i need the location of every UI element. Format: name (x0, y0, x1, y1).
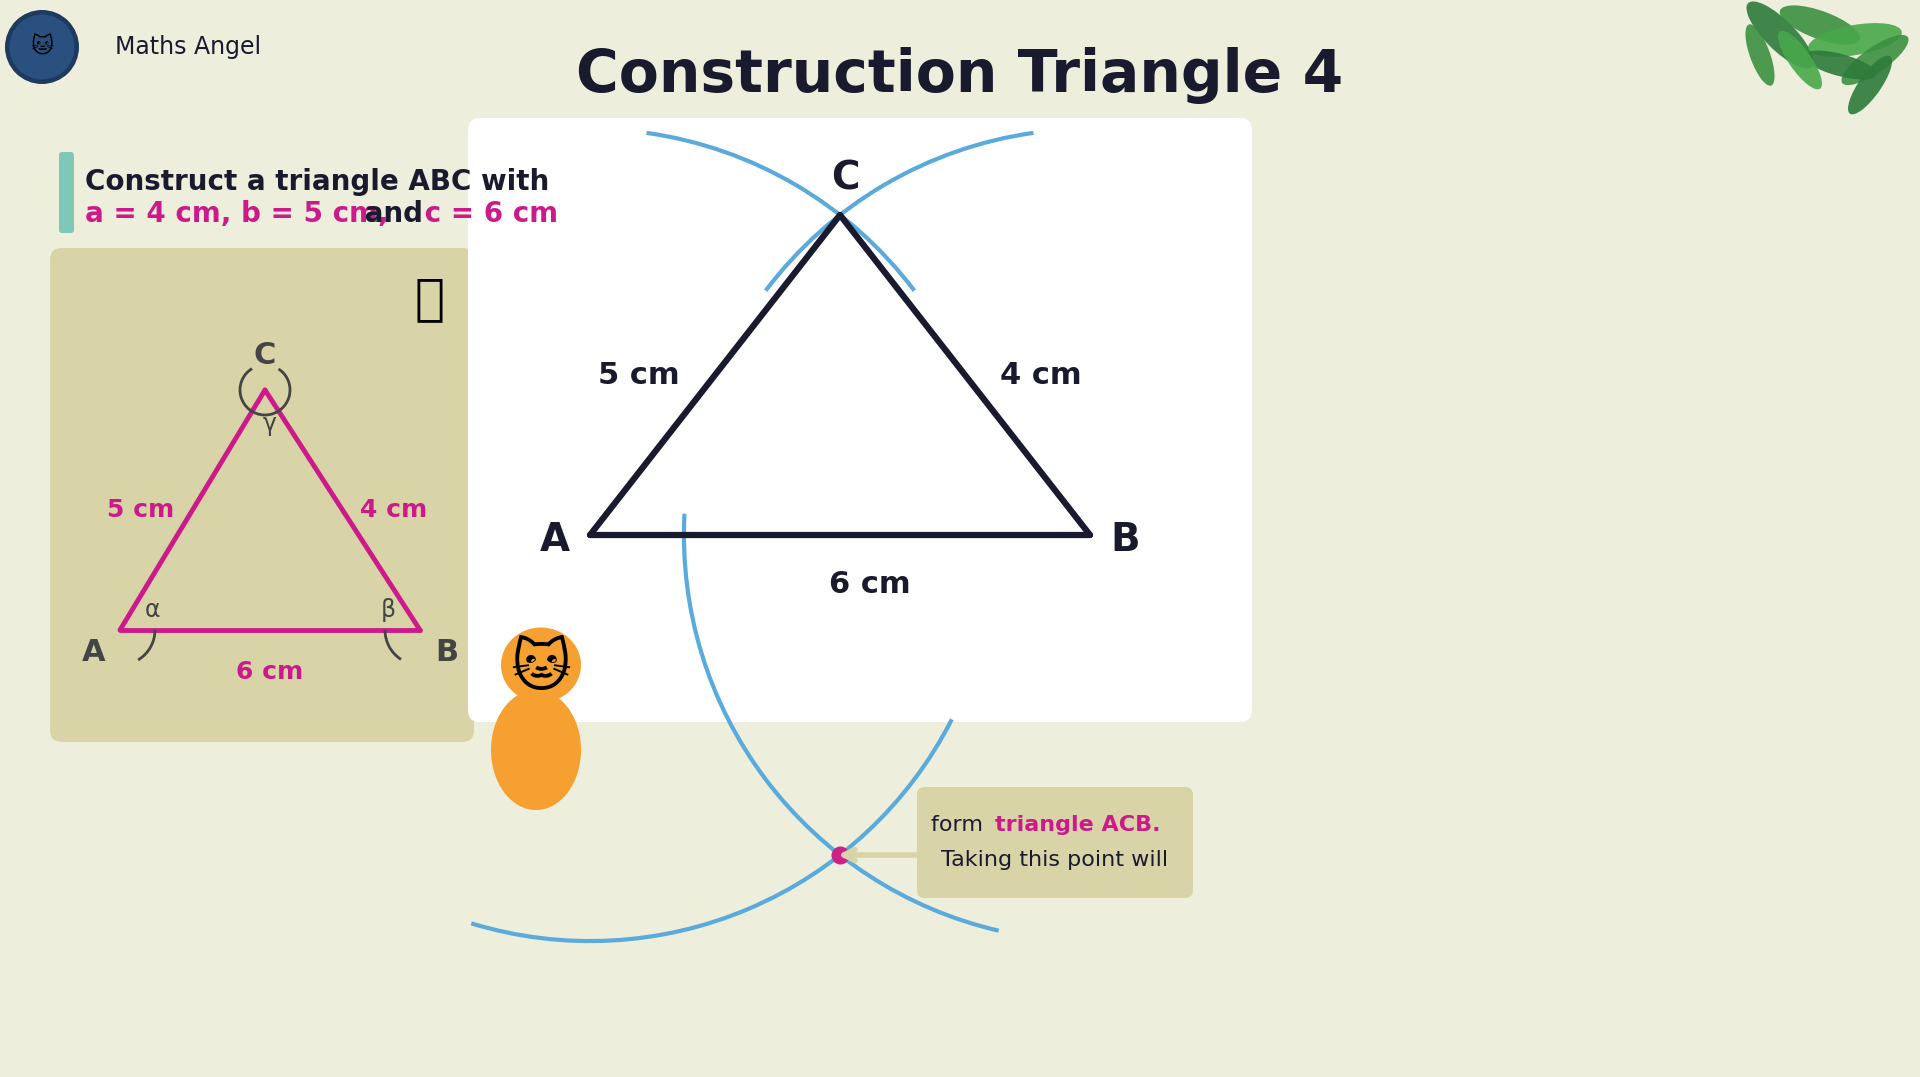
Text: form: form (931, 815, 991, 835)
Text: Construction Triangle 4: Construction Triangle 4 (576, 46, 1344, 103)
Ellipse shape (1778, 30, 1822, 89)
Ellipse shape (1809, 23, 1903, 57)
Ellipse shape (10, 14, 75, 80)
Text: a = 4 cm, b = 5 cm,: a = 4 cm, b = 5 cm, (84, 200, 388, 228)
Ellipse shape (1841, 34, 1908, 85)
Text: 5 cm: 5 cm (108, 498, 175, 522)
FancyBboxPatch shape (60, 152, 75, 233)
Text: 5 cm: 5 cm (599, 361, 680, 390)
Text: 6 cm: 6 cm (829, 570, 910, 599)
Text: triangle ACB.: triangle ACB. (995, 815, 1160, 835)
Text: γ: γ (263, 412, 276, 436)
Text: 📌: 📌 (415, 275, 445, 323)
Text: c = 6 cm: c = 6 cm (415, 200, 559, 228)
Text: Construct a triangle ABC with: Construct a triangle ABC with (84, 168, 549, 196)
Text: Taking this point will: Taking this point will (941, 850, 1169, 870)
Text: 🐱: 🐱 (511, 642, 572, 699)
FancyBboxPatch shape (918, 787, 1192, 898)
Text: B: B (436, 638, 459, 667)
FancyBboxPatch shape (468, 118, 1252, 722)
Text: A: A (540, 521, 570, 559)
Ellipse shape (1847, 56, 1891, 114)
Ellipse shape (501, 628, 582, 702)
Text: C: C (831, 159, 860, 197)
Ellipse shape (1780, 5, 1860, 44)
Text: 6 cm: 6 cm (236, 660, 303, 684)
Ellipse shape (6, 10, 79, 84)
Text: Maths Angel: Maths Angel (115, 34, 261, 59)
Text: α: α (144, 598, 159, 623)
Text: C: C (253, 341, 276, 370)
Ellipse shape (1803, 51, 1876, 80)
FancyBboxPatch shape (50, 248, 474, 742)
Text: β: β (380, 598, 396, 623)
Ellipse shape (1745, 25, 1774, 86)
Text: A: A (81, 638, 106, 667)
Text: 4 cm: 4 cm (1000, 361, 1081, 390)
Text: B: B (1110, 521, 1140, 559)
Text: 4 cm: 4 cm (361, 498, 428, 522)
Ellipse shape (492, 690, 582, 810)
Ellipse shape (1747, 1, 1814, 69)
Text: and: and (355, 200, 432, 228)
Text: 🐱: 🐱 (31, 37, 54, 57)
